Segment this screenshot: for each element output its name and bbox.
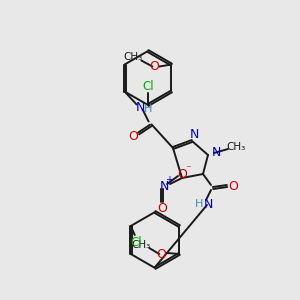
Text: O: O [228, 179, 238, 193]
Text: CH₃: CH₃ [132, 240, 151, 250]
Text: O: O [156, 248, 166, 260]
Text: H: H [195, 199, 203, 209]
Text: H: H [143, 103, 152, 113]
Text: N: N [203, 197, 213, 211]
Text: O: O [157, 202, 167, 214]
Text: ⁻: ⁻ [185, 164, 191, 174]
Text: Cl: Cl [130, 236, 142, 248]
Text: Cl: Cl [142, 80, 154, 94]
Text: O: O [149, 60, 159, 73]
Text: CH₃: CH₃ [226, 142, 246, 152]
Text: N: N [189, 128, 199, 142]
Text: O: O [129, 130, 139, 143]
Text: +: + [165, 175, 173, 185]
Text: N: N [211, 146, 221, 160]
Text: N: N [159, 179, 169, 193]
Text: O: O [177, 167, 187, 181]
Text: CH₃: CH₃ [124, 52, 143, 62]
Text: N: N [136, 101, 145, 114]
